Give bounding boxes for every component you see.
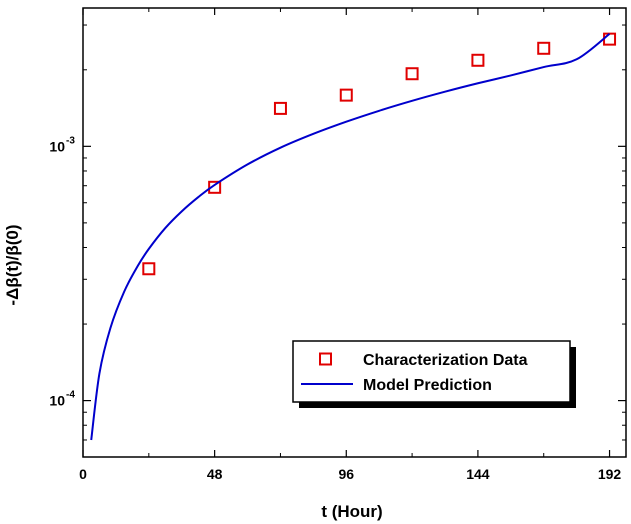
x-axis-title: t (Hour) (321, 502, 382, 521)
plot-frame (82, 7, 627, 458)
data-point (208, 180, 222, 194)
data-point (142, 262, 156, 276)
legend-entry-label: Characterization Data (363, 352, 528, 369)
data-point (603, 32, 617, 46)
y-tick-label: 10 (49, 138, 65, 154)
x-tick-label: 0 (79, 466, 87, 482)
x-tick-label: 96 (338, 466, 354, 482)
data-point (273, 101, 287, 115)
x-tick-label: 48 (207, 466, 223, 482)
legend: Characterization Data Model Prediction (292, 340, 576, 408)
y-tick-exponent: -3 (66, 135, 75, 146)
y-axis-title: -Δβ(t)/β(0) (3, 224, 22, 305)
model-prediction-line (90, 33, 611, 441)
y-tick-exponent: -4 (66, 390, 75, 401)
data-point (405, 67, 419, 81)
legend-square-swatch (319, 352, 332, 366)
legend-box (292, 340, 571, 403)
data-point (339, 88, 353, 102)
x-tick-label: 192 (598, 466, 622, 482)
data-point (537, 41, 551, 55)
x-tick-label: 144 (466, 466, 490, 482)
legend-entry-label: Model Prediction (363, 377, 492, 394)
y-tick-label: 10 (49, 393, 65, 409)
data-point (471, 53, 485, 67)
